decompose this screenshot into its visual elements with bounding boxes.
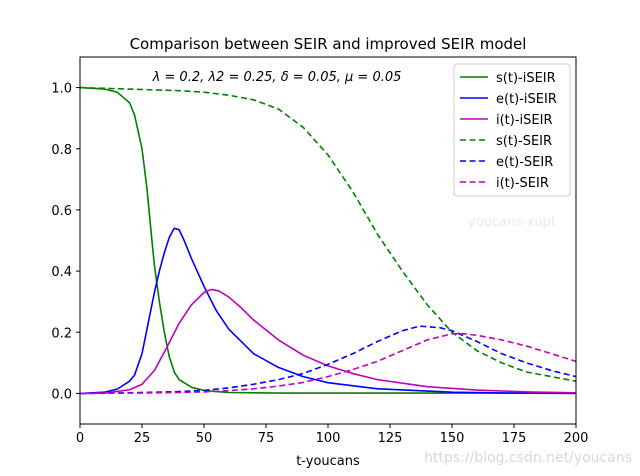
parameter-annotation: λ = 0.2, λ2 = 0.25, δ = 0.05, μ = 0.05 — [152, 70, 402, 85]
legend-label: i(t)-iSEIR — [496, 113, 553, 128]
y-tick-label: 0.2 — [51, 326, 72, 341]
x-tick-label: 175 — [502, 431, 527, 446]
x-tick-label: 150 — [440, 431, 465, 446]
y-tick-label: 0.4 — [51, 265, 72, 280]
series-line-s(t)-SEIR — [80, 86, 576, 382]
series-line-e(t)-SEIR — [80, 325, 576, 395]
watermark-outer: https://blog.csdn.net/youcans — [424, 450, 632, 466]
series-line-i(t)-iSEIR — [80, 288, 576, 395]
watermark-inner: youcans-xupt — [468, 215, 556, 230]
x-axis-label: t-youcans — [296, 454, 360, 469]
series-line-s(t)-iSEIR — [80, 86, 576, 394]
legend-label: s(t)-SEIR — [496, 134, 552, 149]
series-line-i(t)-SEIR — [80, 332, 576, 395]
y-tick-label: 0.0 — [51, 387, 72, 402]
x-tick-label: 75 — [258, 431, 275, 446]
plot-area: 0 25 50 75 100 125 150 175 200 0.0 0.2 0.4 0.6 0.8 1.0… — [51, 56, 589, 446]
y-tick-label: 0.6 — [51, 204, 72, 219]
legend-label: e(t)-SEIR — [496, 155, 553, 170]
series-line-e(t)-iSEIR — [80, 227, 576, 395]
x-tick-label: 100 — [316, 431, 341, 446]
y-tick-label: 0.8 — [51, 143, 72, 158]
x-tick-label: 25 — [134, 431, 151, 446]
x-tick-label: 0 — [76, 431, 84, 446]
x-tick-label: 50 — [196, 431, 213, 446]
x-tick-label: 125 — [378, 431, 403, 446]
legend-label: i(t)-SEIR — [496, 176, 549, 191]
chart-title: Comparison between SEIR and improved SEI… — [130, 35, 527, 53]
y-tick-label: 1.0 — [51, 82, 72, 97]
x-tick-label: 200 — [564, 431, 589, 446]
legend-box — [453, 63, 571, 197]
legend-label: e(t)-iSEIR — [496, 92, 557, 107]
legend-label: s(t)-iSEIR — [496, 71, 556, 86]
